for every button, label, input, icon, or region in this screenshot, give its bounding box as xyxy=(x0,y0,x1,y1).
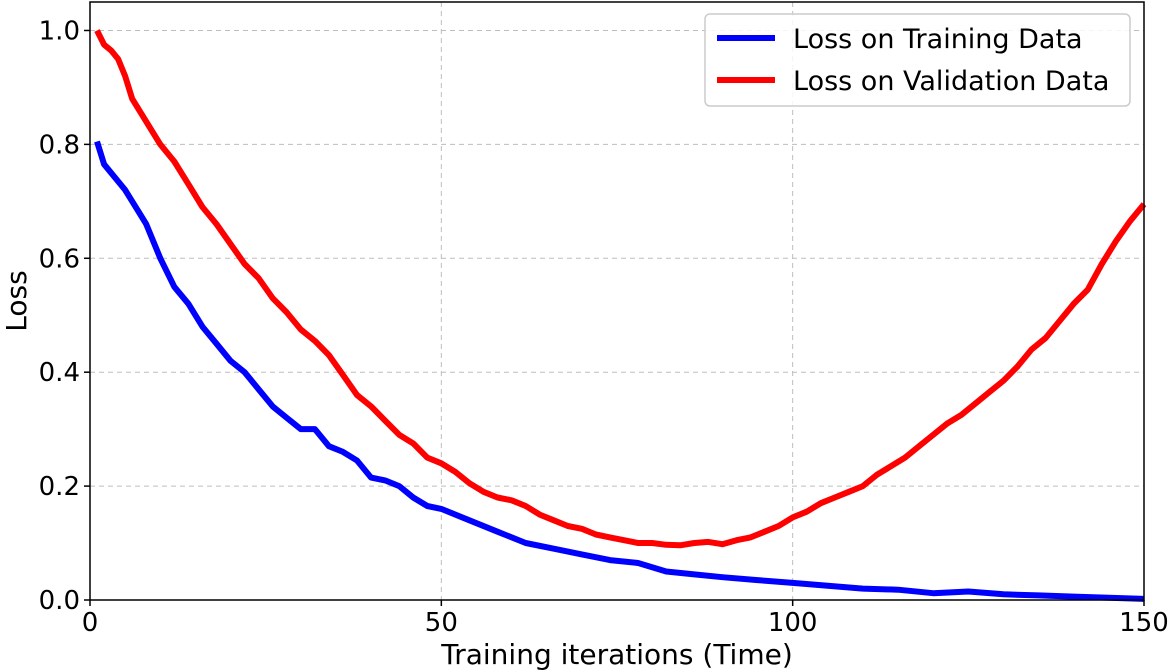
legend: Loss on Training Data Loss on Validation … xyxy=(704,13,1131,107)
y-tick-label: 0.2 xyxy=(39,472,80,502)
x-tick-label: 100 xyxy=(768,608,818,638)
series-line-1 xyxy=(94,29,1147,549)
y-tick-label: 1.0 xyxy=(39,16,80,46)
x-tick-label: 150 xyxy=(1119,608,1169,638)
legend-box xyxy=(704,13,1131,107)
y-tick-label: 0.4 xyxy=(39,358,80,388)
x-axis-label: Training iterations (Time) xyxy=(440,638,793,670)
legend-label-0: Loss on Training Data xyxy=(793,24,1083,55)
y-tick-label: 0.6 xyxy=(39,244,80,274)
series-lines xyxy=(94,29,1147,602)
x-tick-label: 0 xyxy=(82,608,99,638)
x-tick-label: 50 xyxy=(425,608,458,638)
y-tick-label: 0.0 xyxy=(39,586,80,616)
legend-label-1: Loss on Validation Data xyxy=(793,66,1109,97)
plot-frame xyxy=(89,1,1145,601)
series-line-0 xyxy=(94,140,1145,602)
y-tick-label: 0.8 xyxy=(39,130,80,160)
axis-ticks: 0 50 100 150 0.0 0.2 0.4 0.6 0.8 1.0 xyxy=(39,16,1169,638)
y-axis-label: Loss xyxy=(0,270,33,331)
